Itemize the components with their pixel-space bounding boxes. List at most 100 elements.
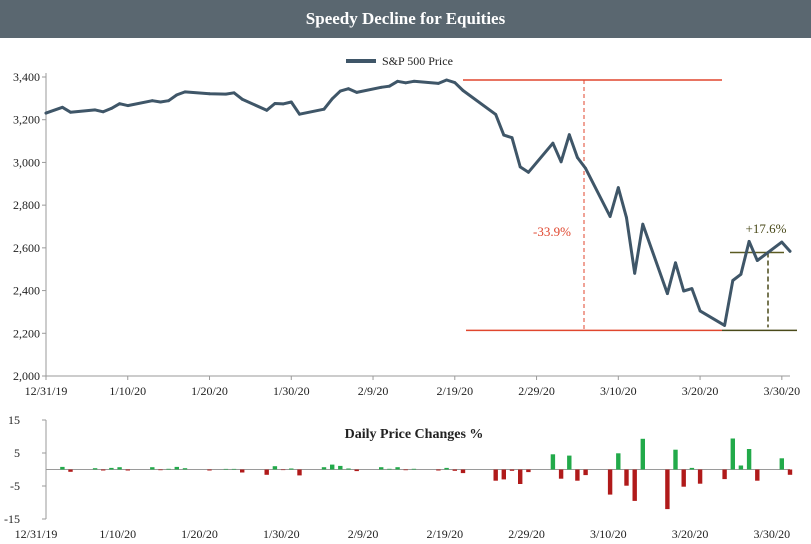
change-bar xyxy=(330,464,335,470)
price-x-tick-label: 1/10/20 xyxy=(109,384,146,398)
price-y-ticks: 2,000 2,200 2,400 2,600 2,800 3,000 3,200 3,400 xyxy=(13,70,46,383)
change-bar xyxy=(387,468,392,470)
price-point xyxy=(240,97,244,101)
change-bar xyxy=(150,467,155,470)
price-point xyxy=(298,112,301,116)
change-bar xyxy=(665,469,670,510)
price-y-tick-label: 2,800 xyxy=(13,198,40,212)
price-y-tick-label: 2,200 xyxy=(13,326,40,340)
price-point xyxy=(281,102,285,106)
change-x-tick-label: 3/20/20 xyxy=(672,527,709,541)
price-axes xyxy=(45,73,790,377)
change-bar xyxy=(681,469,686,487)
price-point xyxy=(682,289,686,293)
price-point xyxy=(698,309,702,313)
price-point xyxy=(118,102,121,106)
change-bar xyxy=(501,469,506,480)
price-point xyxy=(755,259,759,262)
price-point xyxy=(322,107,326,111)
price-x-tick-label: 2/29/20 xyxy=(518,384,555,398)
change-bar xyxy=(607,469,613,495)
price-point xyxy=(666,292,669,295)
change-bar xyxy=(558,469,564,479)
change-bar xyxy=(92,468,98,470)
price-point xyxy=(126,104,130,107)
price-y-tick-label: 3,000 xyxy=(13,155,40,169)
price-point xyxy=(412,79,416,83)
change-bar xyxy=(125,469,130,471)
price-point xyxy=(330,97,334,101)
change-bar xyxy=(738,465,744,470)
price-point xyxy=(61,105,64,109)
price-point xyxy=(183,90,187,94)
change-bar xyxy=(779,458,784,470)
price-y-tick-label: 3,200 xyxy=(13,113,40,127)
price-point xyxy=(93,108,97,112)
price-point xyxy=(788,249,792,253)
chart-title: Speedy Decline for Equities xyxy=(0,0,811,38)
change-bar xyxy=(746,449,752,470)
price-point xyxy=(690,287,694,290)
price-point xyxy=(551,141,555,145)
price-point xyxy=(674,261,677,265)
change-bar xyxy=(395,467,400,470)
price-point xyxy=(150,99,154,103)
change-bar xyxy=(787,469,793,475)
price-point xyxy=(159,100,162,104)
price-y-tick-label: 3,400 xyxy=(13,70,40,84)
change-y-ticks: 15 5 -5 -15 xyxy=(4,413,46,526)
change-bar xyxy=(616,453,621,470)
price-point xyxy=(355,91,359,94)
price-x-tick-label: 2/19/20 xyxy=(436,384,473,398)
change-x-tick-label: 1/10/20 xyxy=(99,527,136,541)
price-point xyxy=(527,170,530,174)
price-point xyxy=(461,89,465,92)
change-bar xyxy=(460,469,466,474)
sp500-price-line xyxy=(44,78,792,327)
change-bar xyxy=(223,468,229,470)
change-bar xyxy=(567,455,572,470)
price-point xyxy=(731,279,735,282)
price-point xyxy=(175,93,179,97)
change-bar xyxy=(346,468,351,470)
price-point xyxy=(453,81,457,84)
price-point xyxy=(347,87,350,91)
change-bar xyxy=(231,468,237,470)
price-point xyxy=(584,167,587,170)
rebound-label: +17.6% xyxy=(746,221,787,236)
price-point xyxy=(608,215,612,218)
change-bar xyxy=(207,469,212,471)
change-x-tick-label: 2/9/20 xyxy=(348,527,379,541)
change-bar xyxy=(158,469,163,471)
change-bar xyxy=(518,469,523,484)
change-x-tick-label: 2/29/20 xyxy=(508,527,545,541)
change-bar xyxy=(403,469,408,471)
change-x-ticks: 12/31/19 1/10/20 1/20/20 1/30/20 2/9/20 2/19/… xyxy=(15,527,790,541)
price-y-tick-label: 2,000 xyxy=(13,369,40,383)
change-bar xyxy=(640,438,645,470)
change-bar xyxy=(117,467,122,470)
change-bar xyxy=(411,468,417,470)
price-point xyxy=(559,160,563,164)
change-bar xyxy=(297,469,302,476)
change-bar xyxy=(673,449,678,470)
change-bar xyxy=(166,468,171,470)
price-x-tick-label: 1/20/20 xyxy=(191,384,228,398)
price-y-tick-label: 2,400 xyxy=(13,284,40,298)
change-y-tick-label: -5 xyxy=(10,479,20,493)
price-x-tick-label: 3/30/20 xyxy=(763,384,800,398)
price-point xyxy=(723,324,726,327)
change-bar xyxy=(101,469,106,471)
price-point xyxy=(167,99,171,103)
price-point xyxy=(625,216,628,220)
change-bar xyxy=(526,469,531,473)
change-bar xyxy=(68,469,73,472)
change-y-tick-label: 5 xyxy=(14,446,20,460)
change-x-tick-label: 2/19/20 xyxy=(426,527,463,541)
change-x-tick-label: 12/31/19 xyxy=(15,527,58,541)
price-point xyxy=(494,113,498,116)
change-bar xyxy=(722,469,727,480)
price-points xyxy=(44,78,792,327)
price-point xyxy=(739,272,743,276)
